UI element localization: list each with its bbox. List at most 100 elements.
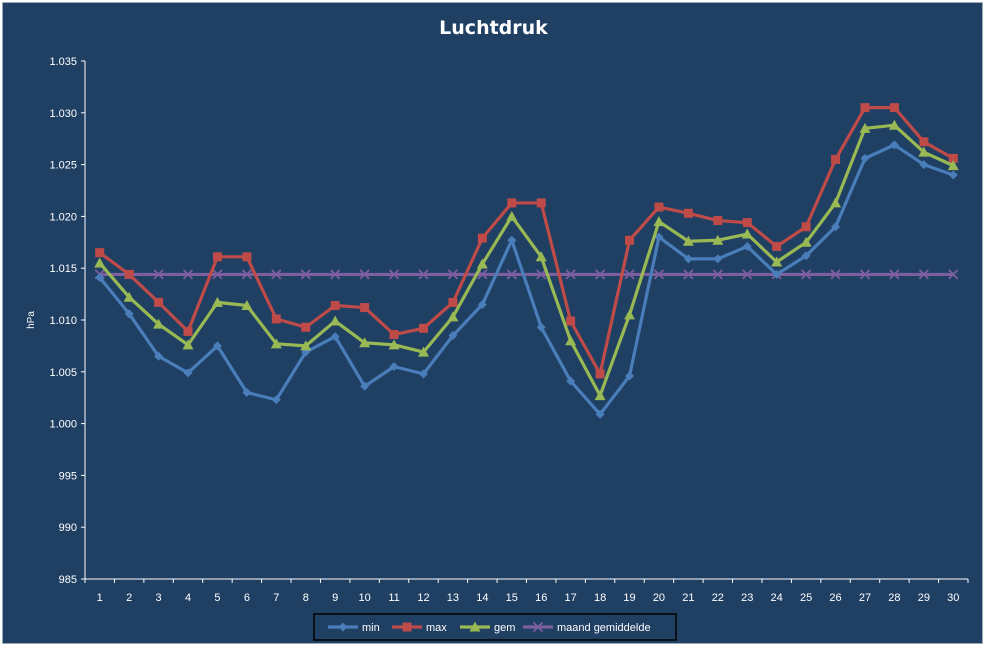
data-point-gem bbox=[918, 146, 930, 157]
data-point-max bbox=[477, 233, 487, 243]
data-point-min bbox=[183, 368, 193, 378]
y-tick-label: 1.030 bbox=[49, 108, 77, 120]
data-point-maand-gemiddelde bbox=[388, 269, 400, 280]
x-tick-label: 4 bbox=[185, 592, 191, 604]
data-point-gem bbox=[94, 257, 106, 268]
data-point-gem bbox=[182, 339, 194, 350]
data-point-min bbox=[389, 362, 399, 372]
data-point-maand-gemiddelde bbox=[859, 269, 871, 280]
data-point-maand-gemiddelde bbox=[330, 269, 341, 280]
data-point-gem bbox=[476, 258, 488, 269]
data-point-max bbox=[919, 137, 929, 147]
y-tick-label: 1.010 bbox=[49, 315, 77, 327]
data-point-min bbox=[772, 269, 782, 279]
legend-label-maand-gemiddelde: maand gemiddelde bbox=[557, 622, 651, 634]
data-point-min bbox=[448, 331, 458, 341]
data-point-min bbox=[625, 371, 635, 381]
legend-marker-gem bbox=[469, 621, 481, 632]
data-point-maand-gemiddelde bbox=[447, 269, 459, 280]
data-point-gem bbox=[535, 251, 547, 262]
data-point-maand-gemiddelde bbox=[565, 269, 576, 280]
data-point-max bbox=[124, 269, 134, 279]
data-point-min bbox=[742, 241, 752, 251]
data-point-gem bbox=[270, 338, 282, 349]
data-point-maand-gemiddelde bbox=[506, 269, 517, 280]
data-point-maand-gemiddelde bbox=[742, 269, 753, 280]
data-point-max bbox=[566, 316, 576, 326]
x-tick-label: 17 bbox=[565, 592, 577, 604]
data-point-gem bbox=[888, 119, 900, 130]
data-point-gem bbox=[859, 122, 871, 133]
legend-label-min: min bbox=[362, 622, 380, 634]
x-tick-label: 6 bbox=[244, 592, 250, 604]
data-point-maand-gemiddelde bbox=[624, 269, 635, 280]
x-tick-label: 13 bbox=[447, 592, 459, 604]
data-point-min bbox=[271, 395, 281, 405]
x-tick-label: 22 bbox=[712, 592, 724, 604]
data-point-gem bbox=[594, 390, 606, 401]
data-point-maand-gemiddelde bbox=[683, 269, 694, 280]
y-tick-label: 1.000 bbox=[49, 419, 77, 431]
data-point-gem bbox=[947, 160, 959, 171]
y-tick-label: 990 bbox=[59, 522, 77, 534]
y-tick-label: 1.025 bbox=[49, 160, 77, 172]
x-tick-label: 14 bbox=[476, 592, 488, 604]
data-point-max bbox=[360, 303, 370, 313]
x-tick-label: 23 bbox=[741, 592, 753, 604]
data-point-gem bbox=[771, 256, 783, 267]
data-point-maand-gemiddelde bbox=[948, 269, 959, 280]
x-tick-label: 1 bbox=[97, 592, 103, 604]
y-tick-label: 1.020 bbox=[49, 211, 77, 223]
data-point-max bbox=[448, 297, 458, 307]
data-point-min bbox=[360, 381, 370, 391]
data-point-maand-gemiddelde bbox=[271, 269, 282, 280]
data-point-min bbox=[507, 235, 517, 245]
y-tick-label: 995 bbox=[59, 470, 77, 482]
data-point-max bbox=[301, 322, 311, 332]
data-point-gem bbox=[830, 197, 842, 208]
x-tick-label: 3 bbox=[156, 592, 162, 604]
data-point-max bbox=[595, 369, 605, 379]
data-point-gem bbox=[624, 309, 636, 320]
data-point-gem bbox=[712, 234, 724, 245]
x-tick-label: 12 bbox=[417, 592, 429, 604]
data-point-gem bbox=[388, 339, 400, 350]
data-point-min bbox=[948, 170, 958, 180]
plot-svg: 9859909951.0001.0051.0101.0151.0201.0251… bbox=[26, 56, 969, 641]
data-point-min bbox=[418, 369, 428, 379]
data-point-gem bbox=[682, 235, 694, 246]
data-point-max bbox=[889, 103, 899, 113]
data-point-max bbox=[654, 202, 664, 212]
data-point-min bbox=[124, 309, 134, 319]
data-point-max bbox=[860, 103, 870, 113]
x-tick-label: 7 bbox=[273, 592, 279, 604]
data-point-maand-gemiddelde bbox=[182, 269, 194, 280]
x-tick-label: 2 bbox=[126, 592, 132, 604]
y-tick-label: 1.035 bbox=[49, 56, 77, 68]
data-point-min bbox=[242, 388, 252, 398]
data-point-max bbox=[271, 314, 281, 324]
x-tick-label: 21 bbox=[682, 592, 694, 604]
data-point-maand-gemiddelde bbox=[300, 269, 311, 280]
data-point-maand-gemiddelde bbox=[359, 269, 370, 280]
x-tick-label: 29 bbox=[918, 592, 930, 604]
x-tick-label: 15 bbox=[506, 592, 518, 604]
data-point-min bbox=[330, 332, 340, 342]
data-point-maand-gemiddelde bbox=[653, 269, 665, 280]
data-point-min bbox=[801, 251, 811, 261]
data-point-min bbox=[683, 254, 693, 264]
x-tick-label: 27 bbox=[859, 592, 871, 604]
data-point-gem bbox=[153, 318, 165, 329]
data-point-maand-gemiddelde bbox=[536, 269, 547, 280]
data-point-min bbox=[477, 299, 487, 309]
data-point-maand-gemiddelde bbox=[712, 269, 723, 280]
x-tick-label: 19 bbox=[623, 592, 635, 604]
data-point-max bbox=[242, 252, 252, 262]
legend-box bbox=[313, 613, 677, 641]
data-point-gem bbox=[329, 315, 341, 326]
data-point-max bbox=[154, 297, 164, 307]
data-point-max bbox=[183, 326, 193, 336]
data-point-min bbox=[154, 351, 164, 361]
data-point-min bbox=[536, 322, 546, 332]
legend-label-gem: gem bbox=[494, 622, 515, 634]
